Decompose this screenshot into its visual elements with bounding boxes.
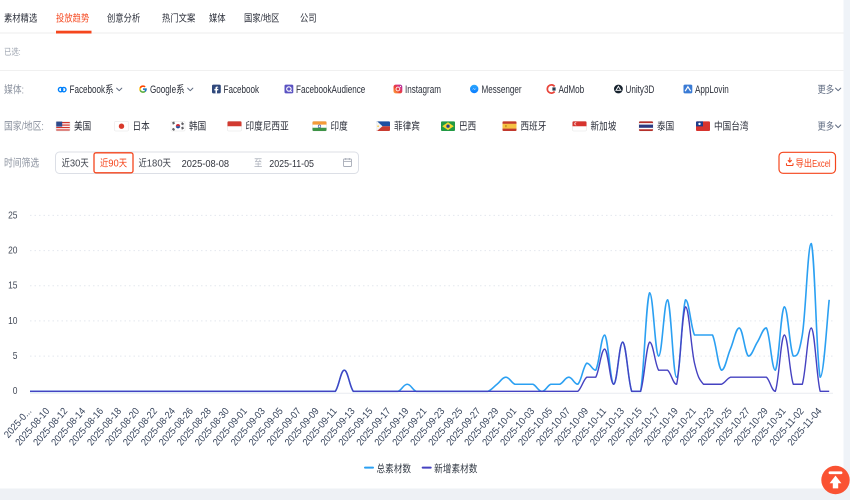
svg-text::: :: [22, 84, 24, 96]
svg-text:25: 25: [8, 210, 18, 221]
svg-text:Google: Google: [150, 84, 176, 96]
svg-text:10: 10: [8, 316, 18, 327]
svg-text:Facebook: Facebook: [70, 84, 106, 96]
svg-text::: :: [42, 121, 44, 133]
svg-text:/: /: [22, 121, 25, 133]
svg-text:2025-08-08: 2025-08-08: [182, 159, 230, 170]
svg-text:Excel: Excel: [812, 159, 831, 170]
svg-text:Unity3D: Unity3D: [626, 84, 655, 96]
svg-text:180: 180: [147, 158, 163, 170]
svg-text:Facebook: Facebook: [224, 84, 260, 96]
svg-text:15: 15: [8, 281, 18, 292]
svg-text:AppLovin: AppLovin: [695, 84, 729, 96]
svg-text:/: /: [261, 14, 263, 25]
svg-text:Instagram: Instagram: [405, 84, 441, 96]
svg-text:FacebookAudience: FacebookAudience: [296, 84, 365, 96]
svg-text:5: 5: [13, 351, 18, 362]
svg-text::: :: [19, 47, 21, 57]
svg-text:AdMob: AdMob: [559, 84, 585, 96]
svg-text:Messenger: Messenger: [482, 84, 522, 96]
svg-text:2025-11-05: 2025-11-05: [269, 159, 314, 170]
svg-text:20: 20: [8, 246, 18, 257]
svg-text:90: 90: [108, 158, 119, 170]
svg-text:30: 30: [70, 158, 81, 170]
svg-text:0: 0: [13, 386, 18, 397]
